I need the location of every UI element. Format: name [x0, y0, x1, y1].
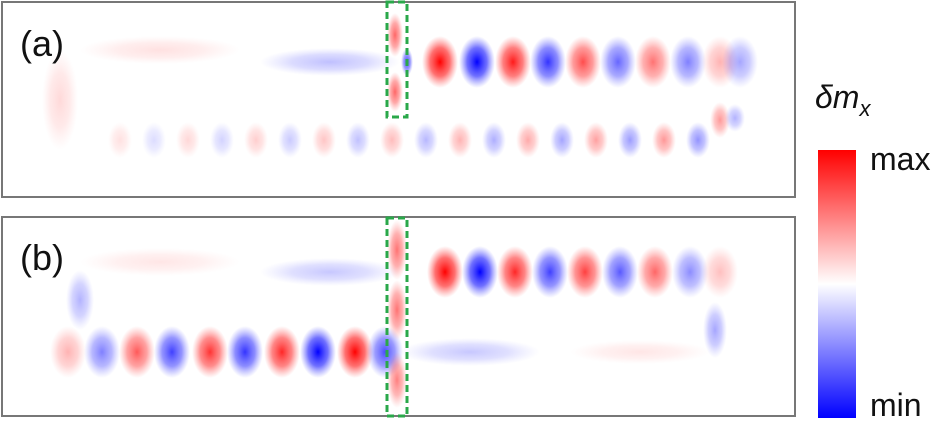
field-blob	[532, 246, 568, 298]
field-blob	[66, 270, 94, 330]
field-blob	[567, 246, 603, 298]
field-blob	[670, 36, 706, 88]
field-blob	[264, 326, 300, 378]
field-blob	[260, 48, 400, 76]
field-blob	[459, 36, 495, 88]
field-blob	[108, 122, 132, 158]
field-blob	[210, 122, 234, 158]
field-blob	[725, 104, 745, 132]
colorbar-title-main: δm	[815, 79, 859, 115]
field-blob	[482, 122, 506, 158]
field-blob	[80, 36, 240, 64]
field-blob	[278, 122, 302, 158]
field-blob	[722, 36, 758, 88]
field-blob	[119, 326, 155, 378]
field-blob	[686, 122, 710, 158]
colorbar-max: max	[870, 141, 930, 177]
field-blob	[652, 122, 676, 158]
panel-label: (b)	[20, 237, 64, 278]
field-blob	[387, 13, 403, 57]
field-blob	[637, 246, 673, 298]
field-blob	[703, 302, 727, 358]
field-blob	[570, 340, 710, 364]
field-blob	[618, 122, 642, 158]
highlight-box	[385, 216, 409, 418]
field-blob	[600, 36, 636, 88]
field-blob	[497, 246, 533, 298]
field-blob	[422, 36, 458, 88]
colorbar	[818, 150, 856, 418]
field-blob	[142, 122, 166, 158]
field-blob	[565, 36, 601, 88]
field-blob	[414, 122, 438, 158]
field-blob	[702, 246, 738, 298]
field-blob	[312, 122, 336, 158]
field-blob	[380, 122, 404, 158]
field-blob	[584, 122, 608, 158]
field-blob	[602, 246, 638, 298]
field-blob	[516, 122, 540, 158]
field-blob	[244, 122, 268, 158]
colorbar-title: δmx	[815, 79, 871, 121]
field-blob	[176, 122, 200, 158]
field-blob	[387, 220, 407, 280]
field-blob	[192, 326, 228, 378]
field-blob	[260, 258, 400, 286]
field-blob	[227, 326, 263, 378]
field-blob	[387, 352, 407, 408]
colorbar-title-sub: x	[858, 96, 871, 121]
field-blob	[448, 122, 472, 158]
field-blob	[427, 246, 463, 298]
field-blob	[346, 122, 370, 158]
field-blob	[710, 102, 730, 138]
field-blob	[495, 36, 531, 88]
field-blob	[530, 36, 566, 88]
field-blob	[550, 122, 574, 158]
field-blob	[337, 326, 373, 378]
field-blob	[672, 246, 708, 298]
field-pattern	[42, 13, 758, 408]
colorbar-min: min	[870, 387, 922, 423]
field-blob	[400, 338, 540, 366]
field-blob	[635, 36, 671, 88]
panel-label: (a)	[20, 23, 64, 64]
highlight-box	[385, 0, 409, 119]
field-blob	[84, 326, 120, 378]
field-blob	[300, 326, 336, 378]
field-blob	[80, 248, 240, 276]
field-blob	[387, 280, 407, 340]
field-blob	[50, 326, 86, 378]
field-blob	[462, 246, 498, 298]
field-blob	[42, 50, 78, 150]
field-blob	[387, 72, 403, 112]
field-blob	[154, 326, 190, 378]
